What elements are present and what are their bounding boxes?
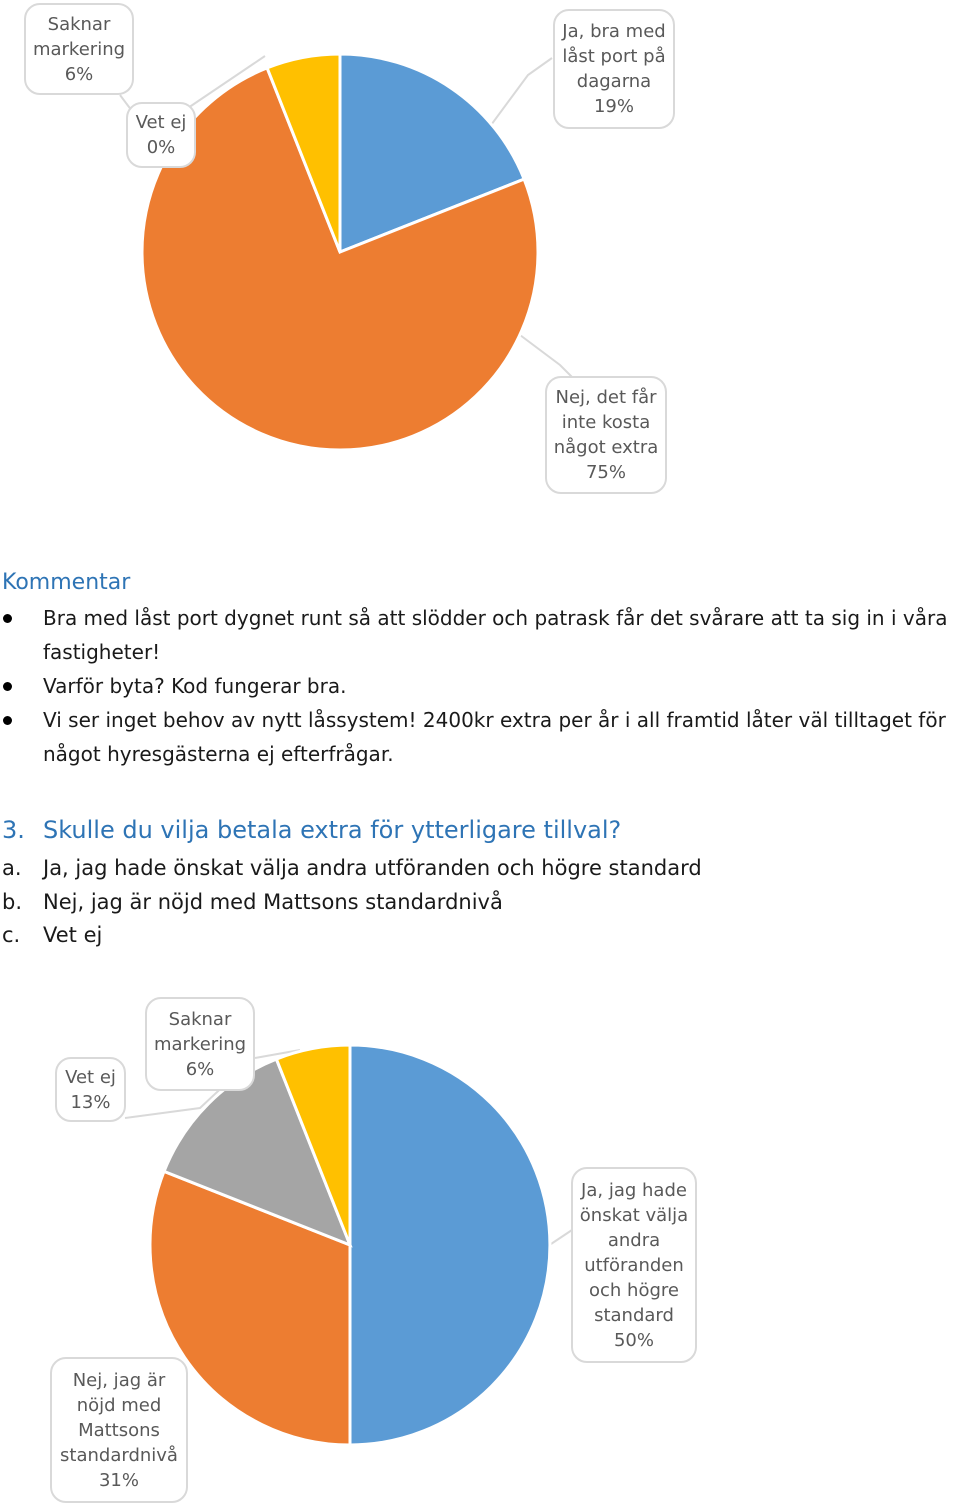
label-line: och högre bbox=[589, 1279, 679, 1301]
callout-saknar: Saknar markering 6% bbox=[145, 997, 255, 1091]
option-letter: b. bbox=[2, 889, 23, 914]
callout-nej: Nej, det får inte kosta något extra 75% bbox=[545, 376, 667, 494]
pie-slice bbox=[265, 52, 342, 253]
question-number: 3. bbox=[2, 816, 25, 844]
label-line: standardnivå bbox=[60, 1444, 178, 1466]
label-line: utföranden bbox=[584, 1254, 684, 1276]
pie-chart-2-svg bbox=[124, 1043, 573, 1447]
pie-slice bbox=[274, 1043, 352, 1246]
label-line: Ja, bra med bbox=[562, 21, 666, 42]
option-text: Ja, jag hade önskat välja andra utförand… bbox=[43, 856, 702, 880]
label-value: 31% bbox=[98, 1469, 139, 1491]
label-line: önskat välja bbox=[579, 1204, 689, 1226]
label-line: Nej, jag är bbox=[72, 1369, 166, 1391]
callout-nej: Nej, jag är nöjd med Mattsons standardnivå 3… bbox=[50, 1357, 188, 1503]
label-line: inte kosta bbox=[561, 412, 651, 433]
comment-title: Kommentar bbox=[2, 570, 131, 595]
answer-options: a. Ja, jag hade önskat välja andra utföra… bbox=[2, 852, 702, 953]
pie-chart-extras: Vet ej 13% Saknar markering 6% Ja, jag hade… bbox=[0, 990, 960, 1506]
label-line: något extra bbox=[553, 437, 659, 458]
comment-item: Vi ser inget behov av nytt låssystem! 24… bbox=[0, 703, 960, 771]
comment-list: Bra med låst port dygnet runt så att slö… bbox=[0, 601, 960, 771]
label-line: Saknar bbox=[47, 13, 111, 35]
label-value: 19% bbox=[593, 96, 634, 117]
label-line: Ja, jag hade bbox=[581, 1179, 687, 1201]
label-line: Vet ej bbox=[65, 1066, 116, 1088]
label-value: 50% bbox=[613, 1329, 654, 1351]
callout-ja: Ja, bra med låst port på dagarna 19% bbox=[553, 9, 675, 129]
question-text: Skulle du vilja betala extra för ytterli… bbox=[43, 816, 622, 844]
label-value: 13% bbox=[70, 1091, 111, 1113]
label-line: Nej, det får bbox=[555, 387, 657, 408]
answer-option: a. Ja, jag hade önskat välja andra utföra… bbox=[2, 852, 702, 886]
option-letter: a. bbox=[2, 856, 22, 880]
option-letter: c. bbox=[2, 923, 21, 947]
label-value: 6% bbox=[64, 63, 94, 85]
callout-vetej: Vet ej 13% bbox=[55, 1057, 126, 1122]
label-line: markering bbox=[32, 38, 126, 60]
option-text: Nej, jag är nöjd med Mattsons standardni… bbox=[43, 889, 503, 914]
label-line: Saknar bbox=[168, 1008, 232, 1030]
pie-slice bbox=[148, 1169, 352, 1447]
label-line: Vet ej bbox=[135, 112, 187, 133]
answer-option: b. Nej, jag är nöjd med Mattsons standard… bbox=[2, 886, 702, 920]
callout-ja: Ja, jag hade önskat välja andra utföranden o… bbox=[571, 1167, 697, 1363]
label-line: dagarna bbox=[576, 71, 652, 92]
option-text: Vet ej bbox=[43, 923, 103, 947]
pie-slice bbox=[338, 52, 527, 255]
label-line: standard bbox=[594, 1304, 674, 1326]
label-value: 6% bbox=[185, 1058, 215, 1080]
comment-item: Bra med låst port dygnet runt så att slö… bbox=[0, 601, 960, 669]
comment-item: Varför byta? Kod fungerar bra. bbox=[0, 669, 960, 703]
label-line: låst port på bbox=[562, 46, 666, 67]
pie-chart-1-svg bbox=[119, 52, 576, 452]
question-heading: 3. Skulle du vilja betala extra för ytter… bbox=[2, 816, 621, 844]
label-value: 75% bbox=[585, 462, 626, 483]
callout-saknar: Saknar markering 6% bbox=[24, 3, 134, 95]
pie-slice bbox=[162, 1057, 353, 1248]
label-line: nöjd med bbox=[76, 1394, 162, 1416]
callout-vetej: Vet ej 0% bbox=[126, 102, 196, 168]
label-line: andra bbox=[607, 1229, 661, 1251]
label-line: markering bbox=[153, 1033, 247, 1055]
pie-slice bbox=[348, 1043, 552, 1447]
label-line: Mattsons bbox=[78, 1419, 160, 1441]
label-value: 0% bbox=[146, 137, 176, 158]
pie-chart-lock: Saknar markering 6% Vet ej 0% Ja, bra med lå… bbox=[0, 0, 960, 520]
answer-option: c. Vet ej bbox=[2, 919, 702, 953]
